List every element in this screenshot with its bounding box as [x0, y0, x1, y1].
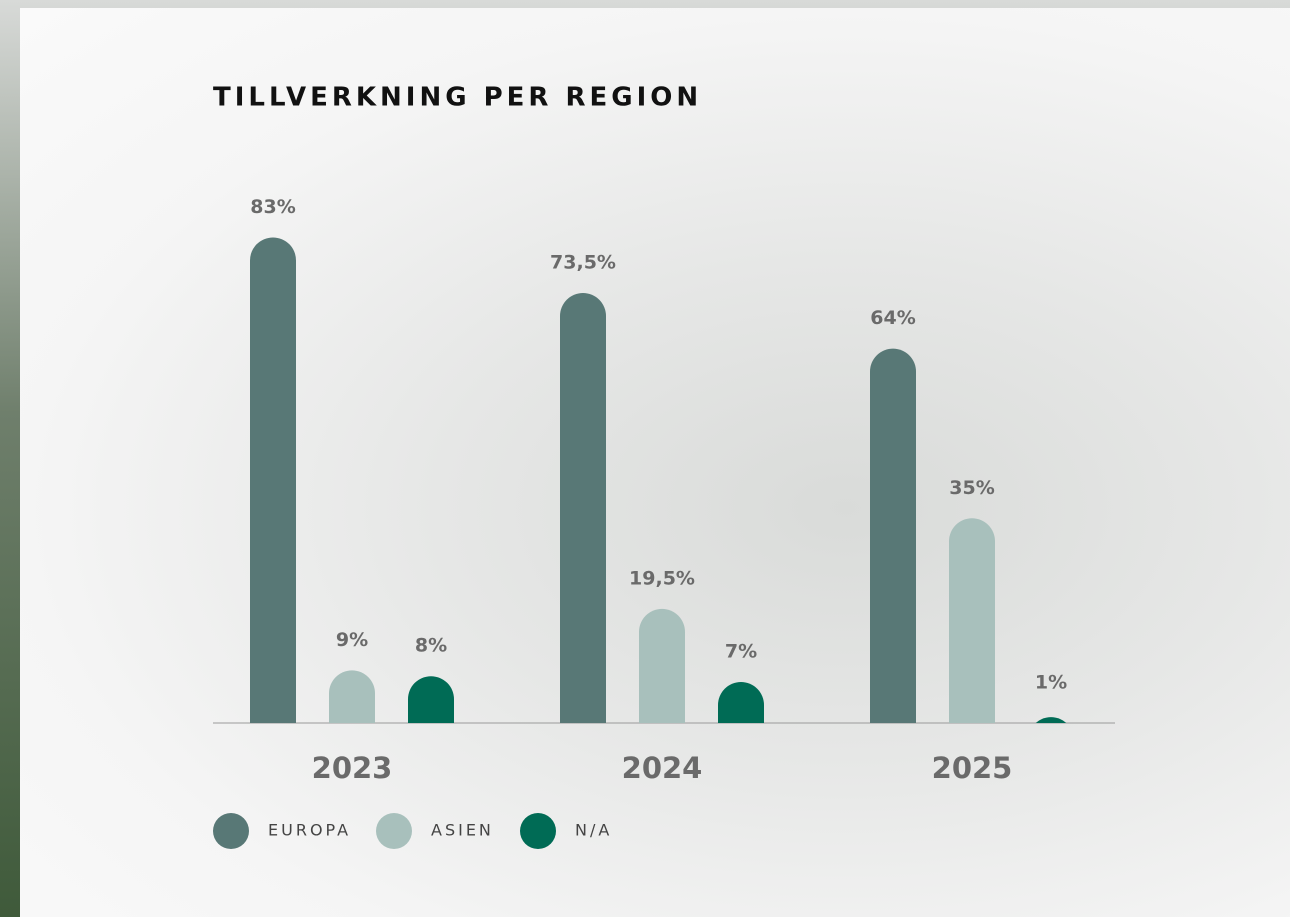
x-tick-label: 2023	[312, 751, 393, 785]
value-label: 19,5%	[629, 567, 695, 589]
value-label: 9%	[336, 629, 368, 651]
value-label: 7%	[725, 641, 757, 663]
value-label: 83%	[250, 196, 295, 218]
bar	[1035, 717, 1067, 723]
bar	[949, 518, 995, 723]
bar	[870, 348, 916, 723]
bar	[329, 670, 375, 723]
bar	[408, 676, 454, 723]
value-label: 1%	[1035, 672, 1067, 694]
legend-swatch	[376, 813, 412, 849]
value-label: 64%	[870, 307, 915, 329]
legend-label: N/A	[575, 821, 612, 840]
bar	[639, 608, 685, 723]
card	[20, 8, 1290, 917]
x-tick-label: 2024	[622, 751, 703, 785]
chart-title: TILLVERKNING PER REGION	[213, 83, 702, 113]
value-label: 35%	[949, 477, 994, 499]
value-label: 73,5%	[550, 252, 616, 274]
legend-swatch	[520, 813, 556, 849]
bars	[250, 237, 1067, 723]
bar	[250, 237, 296, 723]
bar	[560, 293, 606, 723]
legend-swatch	[213, 813, 249, 849]
value-label: 8%	[415, 635, 447, 657]
x-tick-label: 2025	[932, 751, 1013, 785]
legend-label: EUROPA	[268, 821, 351, 840]
legend-label: ASIEN	[431, 821, 494, 840]
bar	[718, 682, 764, 723]
